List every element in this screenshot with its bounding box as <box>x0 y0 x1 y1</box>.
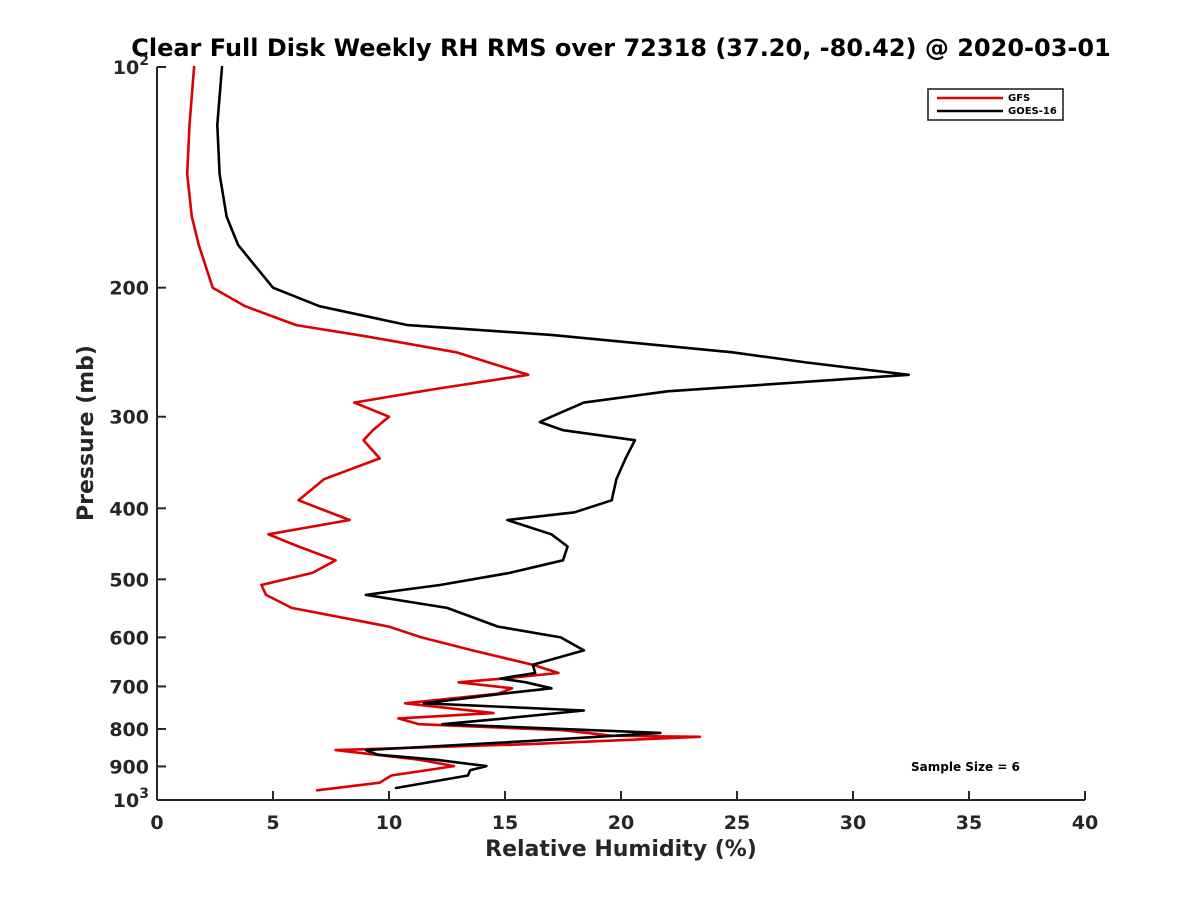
x-tick-label: 20 <box>608 812 634 834</box>
y-tick-label: 400 <box>109 498 149 520</box>
legend-label-gfs: GFS <box>1008 93 1030 104</box>
x-tick-label: 10 <box>376 812 402 834</box>
plot-area: 0 5 10 15 20 25 30 35 40 10220030040050060070080… <box>109 53 1098 834</box>
x-tick-label: 15 <box>492 812 518 834</box>
y-tick-label-exponent: 2 <box>139 53 149 69</box>
goes16-line <box>216 65 910 790</box>
x-axis-label: Relative Humidity (%) <box>485 837 757 862</box>
legend: GFS GOES-16 <box>927 88 1064 121</box>
y-tick-label: 600 <box>109 627 149 649</box>
x-tick-label: 0 <box>150 812 163 834</box>
y-tick-label: 300 <box>109 407 149 429</box>
x-tick-label: 35 <box>956 812 982 834</box>
y-tick-label: 103 <box>113 786 149 812</box>
chart-title: Clear Full Disk Weekly RH RMS over 72318… <box>131 34 1111 62</box>
x-tick-label: 30 <box>840 812 866 834</box>
y-tick-label: 800 <box>109 719 149 741</box>
y-tick-label: 200 <box>109 278 149 300</box>
y-tick-label-base: 10 <box>113 57 139 79</box>
y-tick-label-exponent: 3 <box>139 786 149 802</box>
y-tick-label: 900 <box>109 756 149 778</box>
legend-label-goes16: GOES-16 <box>1008 106 1057 117</box>
gfs-line <box>185 65 702 792</box>
sample-size-annotation: Sample Size = 6 <box>911 760 1020 774</box>
series-layer <box>185 65 910 792</box>
x-tick-label: 25 <box>724 812 750 834</box>
legend-box <box>927 88 1064 121</box>
y-tick-label-base: 10 <box>113 790 139 812</box>
y-axis-label: Pressure (mb) <box>74 345 99 521</box>
x-tick-label: 40 <box>1072 812 1098 834</box>
x-tick-label: 5 <box>266 812 279 834</box>
y-tick-label: 500 <box>109 569 149 591</box>
x-axis-ticks: 0 5 10 15 20 25 30 35 40 <box>150 791 1098 834</box>
y-tick-label: 102 <box>113 53 149 79</box>
y-tick-label: 700 <box>109 676 149 698</box>
